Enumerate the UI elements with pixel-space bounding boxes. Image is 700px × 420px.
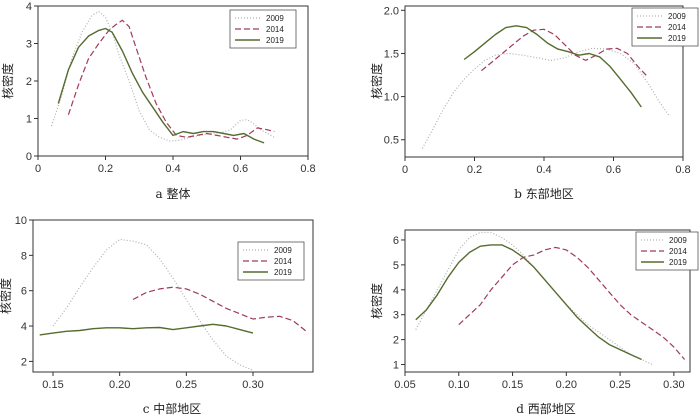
series-line-2014 xyxy=(481,28,649,79)
y-axis-label: 核密度 xyxy=(369,63,384,99)
x-tick-group: 0.05 0.10 0.15 0.20 0.25 0.30 xyxy=(394,372,685,391)
panel-a: 0 0.2 0.4 0.6 0.8 0 1 2 3 4 核密度 a 整体 2009 2014 2… xyxy=(0,1,316,201)
legend: 2009 2014 2019 xyxy=(237,241,305,281)
legend-label-2019: 2019 xyxy=(668,34,686,43)
x-tick-label: 0.25 xyxy=(176,379,197,391)
x-tick-label: 0.05 xyxy=(394,379,415,391)
legend-label-2019: 2019 xyxy=(274,268,292,277)
x-tick-label: 0.20 xyxy=(556,379,577,391)
x-tick-label: 0.20 xyxy=(109,379,130,391)
y-tick-group: 2 4 6 8 10 xyxy=(15,215,33,368)
y-tick-label: 3 xyxy=(393,310,399,322)
x-tick-group: 0.15 0.20 0.25 0.30 xyxy=(42,372,264,391)
x-tick-label: 0.4 xyxy=(536,164,551,176)
x-tick-label: 0.15 xyxy=(502,379,523,391)
legend-label-2009: 2009 xyxy=(669,236,687,245)
series-line-2014 xyxy=(132,286,307,332)
y-tick-group: 1 2 3 4 5 6 xyxy=(393,235,405,372)
legend-label-2014: 2014 xyxy=(668,23,686,32)
x-tick-label: 0.8 xyxy=(675,164,690,176)
series-line-2019 xyxy=(39,323,254,336)
legend: 2009 2014 2019 xyxy=(631,7,699,47)
y-axis-label: 核密度 xyxy=(369,283,384,319)
y-tick-label: 4 xyxy=(393,285,399,297)
y-tick-label: 1 xyxy=(393,360,399,372)
y-tick-label: 1.5 xyxy=(384,48,399,60)
y-tick-label: 1 xyxy=(26,114,32,126)
series-line-2014 xyxy=(458,246,686,360)
x-tick-label: 0.30 xyxy=(242,379,263,391)
panel-b: 0 0.2 0.4 0.6 0.8 0.5 1.0 1.5 2.0 核密度 b 东部地区 20… xyxy=(369,5,699,201)
chart-title: c 中部地区 xyxy=(143,401,202,416)
y-tick-label: 2 xyxy=(26,76,32,88)
plot-frame xyxy=(32,219,314,373)
legend-label-2009: 2009 xyxy=(274,246,292,255)
legend-label-2019: 2019 xyxy=(266,36,284,45)
y-tick-label: 4 xyxy=(21,321,27,333)
y-tick-label: 5 xyxy=(393,260,399,272)
x-tick-label: 0.2 xyxy=(467,164,482,176)
chart-title: d 西部地区 xyxy=(516,401,576,416)
series-line-2009 xyxy=(52,238,254,371)
series-group xyxy=(50,11,275,144)
panel-c: 0.15 0.20 0.25 0.30 2 4 6 8 10 核密度 c 中部地区 2009 … xyxy=(0,215,314,416)
series-line-2009 xyxy=(415,231,653,366)
series-line-2009 xyxy=(50,11,275,142)
y-tick-label: 0 xyxy=(26,151,32,163)
y-tick-label: 6 xyxy=(393,235,399,247)
x-tick-label: 0 xyxy=(35,163,41,175)
series-group xyxy=(39,238,307,371)
y-tick-label: 2 xyxy=(393,335,399,347)
x-tick-label: 0.15 xyxy=(42,379,63,391)
y-tick-group: 0.5 1.0 1.5 2.0 xyxy=(384,5,405,147)
x-tick-label: 0.6 xyxy=(606,164,621,176)
x-tick-group: 0 0.2 0.4 0.6 0.8 xyxy=(35,156,316,175)
chart-title: a 整体 xyxy=(156,186,191,201)
y-tick-label: 1.0 xyxy=(384,92,399,104)
legend-label-2009: 2009 xyxy=(668,12,686,21)
chart-title: b 东部地区 xyxy=(514,186,574,201)
legend-label-2014: 2014 xyxy=(266,25,284,34)
legend: 2009 2014 2019 xyxy=(635,231,699,271)
y-tick-label: 4 xyxy=(26,1,32,13)
x-tick-label: 0.25 xyxy=(609,379,630,391)
x-tick-label: 0.6 xyxy=(233,163,248,175)
legend: 2009 2014 2019 xyxy=(229,9,297,49)
legend-label-2019: 2019 xyxy=(669,258,687,267)
y-tick-label: 3 xyxy=(26,39,32,51)
legend-label-2014: 2014 xyxy=(669,247,687,256)
x-tick-label: 0.30 xyxy=(663,379,684,391)
y-axis-label: 核密度 xyxy=(0,278,13,314)
series-line-2019 xyxy=(415,244,642,361)
x-tick-group: 0 0.2 0.4 0.6 0.8 xyxy=(402,157,691,176)
x-tick-label: 0.10 xyxy=(448,379,469,391)
x-tick-label: 0.2 xyxy=(98,163,113,175)
y-tick-label: 0.5 xyxy=(384,135,399,147)
panel-d: 0.05 0.10 0.15 0.20 0.25 0.30 1 2 3 4 5 6 核密度 d 西部… xyxy=(369,229,699,416)
legend-label-2014: 2014 xyxy=(274,257,292,266)
y-tick-group: 0 1 2 3 4 xyxy=(26,1,38,163)
x-tick-label: 0.4 xyxy=(165,163,180,175)
series-line-2019 xyxy=(57,27,265,144)
x-tick-label: 0 xyxy=(402,164,408,176)
x-tick-label: 0.8 xyxy=(300,163,315,175)
series-group xyxy=(421,25,670,149)
series-line-2019 xyxy=(463,25,642,108)
y-axis-label: 核密度 xyxy=(0,63,15,99)
y-tick-label: 10 xyxy=(15,215,27,227)
y-tick-label: 2.0 xyxy=(384,5,399,17)
plot-frame xyxy=(404,229,691,373)
y-tick-label: 8 xyxy=(21,250,27,262)
legend-label-2009: 2009 xyxy=(266,14,284,23)
series-line-2009 xyxy=(421,47,670,149)
y-tick-label: 6 xyxy=(21,286,27,298)
series-group xyxy=(415,231,686,366)
y-tick-label: 2 xyxy=(21,356,27,368)
